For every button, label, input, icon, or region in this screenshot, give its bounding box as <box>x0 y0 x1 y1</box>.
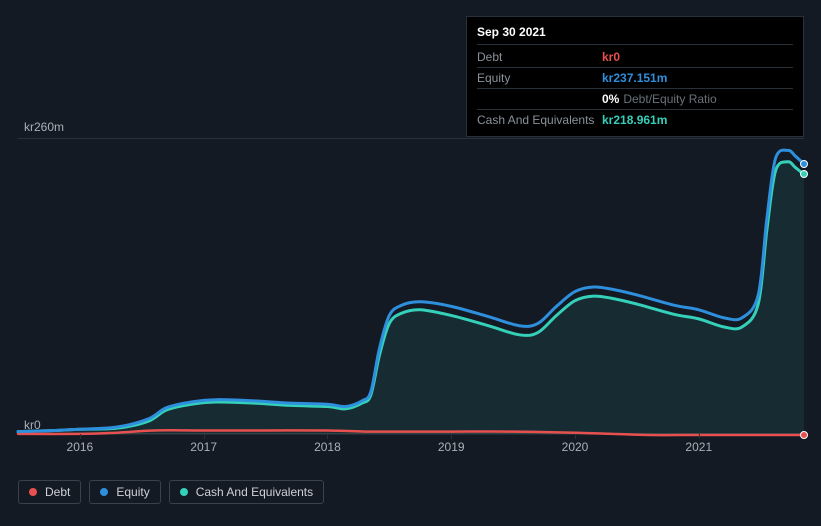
x-axis-tick-label: 2016 <box>67 440 94 454</box>
legend-dot-icon <box>29 488 37 496</box>
x-axis-tick <box>327 434 328 439</box>
x-axis-tick <box>575 434 576 439</box>
tooltip-panel: Sep 30 2021 Debt kr0 Equity kr237.151m 0… <box>466 16 804 137</box>
tooltip-value-ratio: 0% Debt/Equity Ratio <box>602 90 717 108</box>
tooltip-row-debt: Debt kr0 <box>477 47 793 68</box>
legend-label: Debt <box>45 485 70 499</box>
legend-label: Cash And Equivalents <box>196 485 313 499</box>
ratio-percent: 0% <box>602 92 619 106</box>
tooltip-date: Sep 30 2021 <box>477 23 793 45</box>
tooltip-row-equity: Equity kr237.151m <box>477 68 793 89</box>
legend-item-equity[interactable]: Equity <box>89 480 160 504</box>
ratio-desc: Debt/Equity Ratio <box>623 92 716 106</box>
plot-area[interactable] <box>18 138 804 434</box>
chart-container: kr260m kr0 201620172018201920202021 <box>18 120 804 460</box>
series-area-cash <box>18 162 804 435</box>
x-axis-labels: 2016 2017 2018 2019 2020 2021 <box>18 440 804 460</box>
legend: Debt Equity Cash And Equivalents <box>18 480 324 504</box>
tooltip-value-debt: kr0 <box>602 48 620 66</box>
legend-dot-icon <box>180 488 188 496</box>
x-axis-tick-label: 2018 <box>314 440 341 454</box>
tooltip-label-ratio <box>477 90 602 108</box>
x-axis-tick-label: 2017 <box>190 440 217 454</box>
x-axis-tick <box>204 434 205 439</box>
legend-item-debt[interactable]: Debt <box>18 480 81 504</box>
legend-dot-icon <box>100 488 108 496</box>
tooltip-label-debt: Debt <box>477 48 602 66</box>
y-axis-label-max: kr260m <box>24 120 64 134</box>
marker-equity <box>800 160 808 168</box>
legend-label: Equity <box>116 485 149 499</box>
marker-cash <box>800 170 808 178</box>
x-axis-tick <box>80 434 81 439</box>
x-axis-tick <box>451 434 452 439</box>
x-axis-tick <box>699 434 700 439</box>
tooltip-row-ratio: 0% Debt/Equity Ratio <box>477 89 793 110</box>
x-axis-tick-label: 2019 <box>438 440 465 454</box>
marker-debt <box>800 431 808 439</box>
tooltip-value-equity: kr237.151m <box>602 69 667 87</box>
tooltip-label-equity: Equity <box>477 69 602 87</box>
legend-item-cash[interactable]: Cash And Equivalents <box>169 480 324 504</box>
x-axis-tick-label: 2021 <box>685 440 712 454</box>
x-axis-tick-label: 2020 <box>562 440 589 454</box>
